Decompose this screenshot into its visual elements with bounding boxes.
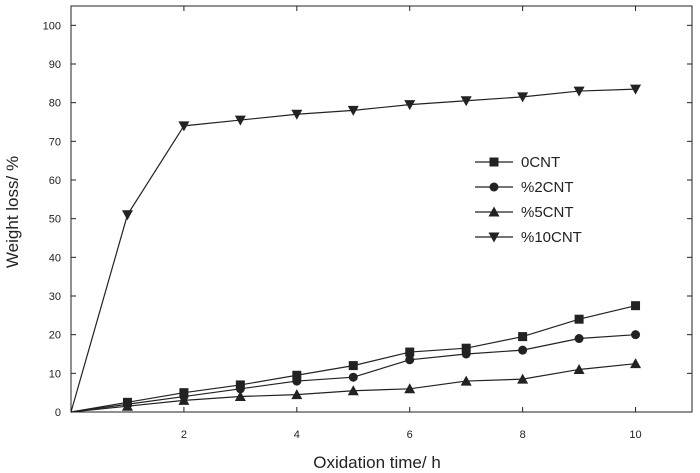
y-tick-label: 50 [49, 214, 61, 226]
data-point [573, 86, 585, 97]
data-point [347, 105, 359, 116]
x-tick-label: 10 [629, 429, 641, 441]
legend-marker [489, 157, 499, 167]
legend-item: %2CNT [475, 179, 574, 196]
legend-label: 0CNT [521, 154, 560, 171]
legend-label: %2CNT [521, 179, 574, 196]
series-3 [70, 84, 642, 413]
data-point [291, 109, 303, 120]
legend-marker [488, 232, 500, 243]
series-2 [70, 358, 642, 413]
data-point [235, 384, 245, 394]
data-point [178, 121, 190, 132]
data-point [574, 314, 584, 324]
data-point [291, 389, 303, 400]
data-point [574, 334, 584, 344]
data-point [348, 361, 358, 371]
y-tick-label: 80 [49, 98, 61, 110]
data-point [630, 84, 642, 95]
plot-axes [70, 5, 693, 413]
data-point [631, 330, 641, 340]
data-point [460, 375, 472, 386]
data-point [121, 210, 133, 221]
data-point [460, 96, 472, 107]
series-0 [70, 301, 641, 413]
y-tick-label: 20 [49, 330, 61, 342]
data-point [347, 385, 359, 396]
data-point [405, 355, 415, 365]
data-point [234, 391, 246, 402]
data-point [121, 400, 133, 411]
data-point [178, 394, 190, 405]
legend-marker [488, 206, 500, 217]
axis-ticks: 0 10 20 30 40 50 60 70 80 90 100 2 4 6 8 10 [43, 6, 692, 441]
y-tick-label: 90 [49, 59, 61, 71]
data-point [404, 100, 416, 111]
data-point [292, 370, 302, 380]
y-tick-label: 0 [55, 407, 61, 419]
y-tick-label: 30 [49, 291, 61, 303]
x-tick-label: 4 [294, 429, 300, 441]
legend: 0CNT %2CNT %5CNT %10CNT [475, 154, 582, 246]
y-tick-label: 60 [49, 175, 61, 187]
data-point [234, 115, 246, 126]
series-line [70, 305, 636, 413]
legend-item: %5CNT [475, 204, 574, 221]
data-point [573, 363, 585, 374]
legend-marker [489, 182, 499, 192]
data-point [630, 358, 642, 369]
y-tick-label: 10 [49, 368, 61, 380]
data-point [517, 373, 529, 384]
y-axis-title: Weight loss/ % [3, 156, 22, 268]
data-point [405, 347, 415, 357]
data-point [461, 343, 471, 353]
data-point [404, 383, 416, 394]
data-point [517, 92, 529, 103]
x-axis-title: Oxidation time/ h [313, 453, 441, 472]
legend-item: %10CNT [475, 229, 582, 246]
data-point [631, 301, 641, 311]
data-point [518, 332, 528, 342]
y-tick-label: 40 [49, 252, 61, 264]
data-series [70, 84, 642, 413]
data-point [292, 376, 302, 386]
y-tick-label: 100 [43, 20, 61, 32]
series-1 [70, 330, 641, 413]
x-tick-label: 8 [520, 429, 526, 441]
x-tick-label: 2 [181, 429, 187, 441]
data-point [461, 349, 471, 359]
x-tick-label: 6 [407, 429, 413, 441]
plot-frame [70, 5, 693, 413]
data-point [348, 372, 358, 382]
legend-label: %5CNT [521, 204, 574, 221]
data-point [518, 345, 528, 355]
legend-item: 0CNT [475, 154, 560, 171]
legend-label: %10CNT [521, 229, 582, 246]
y-tick-label: 70 [49, 136, 61, 148]
